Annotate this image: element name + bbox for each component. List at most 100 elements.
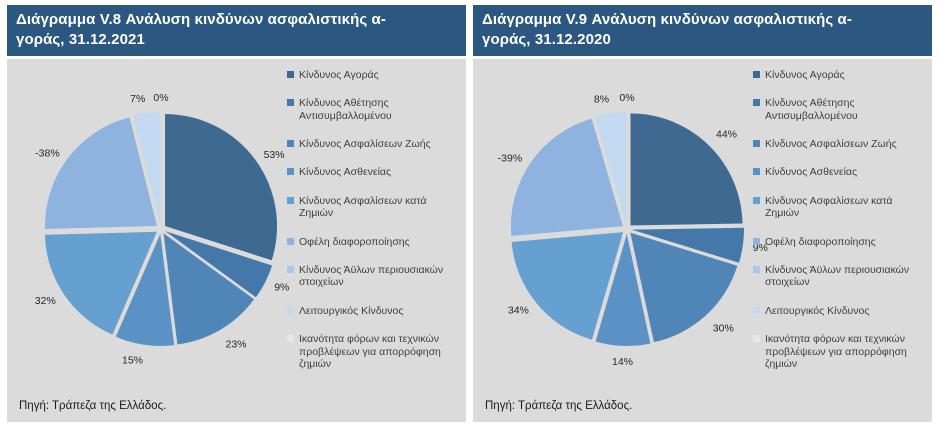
legend-swatch-icon: [753, 98, 760, 106]
pie-slice-percent-label: 44%: [716, 128, 737, 140]
legend-item: Κίνδυνος Άϋλων περιουσιακών στοιχείων: [753, 264, 928, 289]
legend-label: Οφέλη διαφοροποίησης: [765, 235, 876, 248]
legend-item: Κίνδυνος Αγοράς: [287, 69, 462, 82]
legend-item: Οφέλη διαφοροποίησης: [753, 236, 928, 249]
legend-item: Οφέλη διαφοροποίησης: [287, 236, 462, 249]
legend-item: Κίνδυνος Αθέτησης Αντισυμβαλλομένου: [753, 97, 928, 122]
legend-label: Λειτουργικός Κίνδυνος: [765, 304, 870, 317]
legend-label: Κίνδυνος Αθέτησης Αντισυμβαλλομένου: [299, 96, 392, 122]
legend-swatch-icon: [287, 306, 294, 314]
legend-item: Ικανότητα φόρων και τεχνικών προβλέψεων …: [287, 333, 462, 371]
pie-slice: [510, 118, 623, 236]
legend-swatch-icon: [753, 196, 760, 204]
chart-title-line2: γοράς, 31.12.2021: [16, 30, 145, 48]
legend-swatch-icon: [287, 196, 294, 204]
chart-body-v8: 53% 9% 23% 15% 32% -38% 7% 0% Κίνδυνος Αγοράς Κί…: [7, 58, 466, 422]
pie-area-v8: 53% 9% 23% 15% 32% -38% 7% 0%: [7, 59, 290, 397]
legend-swatch-icon: [287, 237, 294, 245]
legend-item: Κίνδυνος Αθέτησης Αντισυμβαλλομένου: [287, 97, 462, 122]
legend-item: Κίνδυνος Ασφαλίσεων Ζωής: [753, 138, 928, 151]
chart-row: 44% 9% 30% 14% 34% -39% 8% 0% Κίνδυνος Αγοράς Κί…: [473, 59, 932, 397]
pie-slice: [165, 113, 278, 260]
legend-swatch-icon: [753, 306, 760, 314]
chart-title-line1: Διάγραμμα V.9 Ανάλυση κινδύνων ασφαλιστι…: [482, 11, 852, 28]
legend-swatch-icon: [753, 237, 760, 245]
title-separator: [473, 55, 932, 59]
legend-item: Ικανότητα φόρων και τεχνικών προβλέψεων …: [753, 333, 928, 371]
legend-swatch-icon: [753, 265, 760, 273]
pie-slice: [595, 111, 627, 224]
pie-slice-percent-label: -38%: [35, 147, 60, 159]
legend-label: Κίνδυνος Άϋλων περιουσιακών στοιχείων: [299, 263, 444, 289]
pie-slice-percent-label: 15%: [122, 354, 143, 366]
pie-slice: [115, 233, 175, 346]
pie-area-v9: 44% 9% 30% 14% 34% -39% 8% 0%: [473, 59, 768, 397]
pie-slice-percent-label: 0%: [153, 92, 168, 104]
legend-label: Κίνδυνος Ασφαλίσεων κατά Ζημιών: [765, 194, 893, 220]
pie-slice: [165, 230, 273, 297]
pie-slice: [631, 227, 744, 263]
chart-row: 53% 9% 23% 15% 32% -38% 7% 0% Κίνδυνος Αγοράς Κί…: [7, 59, 466, 397]
pie-slice-percent-label: 53%: [264, 149, 285, 161]
pie-slice-percent-label: 23%: [226, 338, 247, 350]
legend-swatch-icon: [753, 70, 760, 78]
legend-label: Κίνδυνος Άϋλων περιουσιακών στοιχείων: [765, 263, 910, 289]
legend-swatch-icon: [287, 265, 294, 273]
legend-label: Κίνδυνος Αγοράς: [299, 68, 379, 81]
legend-label: Ικανότητα φόρων και τεχνικών προβλέψεων …: [765, 333, 907, 371]
legend-swatch-icon: [287, 139, 294, 147]
chart-body-v9: 44% 9% 30% 14% 34% -39% 8% 0% Κίνδυνος Αγοράς Κί…: [473, 58, 932, 422]
legend-label: Κίνδυνος Ασθενείας: [299, 166, 392, 179]
legend-item: Κίνδυνος Άϋλων περιουσιακών στοιχείων: [287, 264, 462, 289]
pie-slice-percent-label: -39%: [498, 152, 523, 164]
pie-slice-percent-label: 34%: [508, 304, 529, 316]
legend-label: Κίνδυνος Αθέτησης Αντισυμβαλλομένου: [765, 96, 858, 122]
legend-swatch-icon: [287, 70, 294, 78]
pie-chart-v9: 44%9%30%14%34%-39%8% 0%: [498, 92, 768, 368]
title-separator: [7, 55, 466, 59]
chart-title-line2: γοράς, 31.12.2020: [482, 30, 611, 48]
pie-slice-percent-label: 32%: [35, 295, 56, 307]
legend-swatch-icon: [287, 168, 294, 176]
source-note: Πηγή: Τράπεζα της Ελλάδος.: [485, 400, 633, 412]
pie-slice: [132, 111, 161, 224]
legend-label: Λειτουργικός Κίνδυνος: [299, 304, 404, 317]
legend-label: Κίνδυνος Ασφαλίσεων Ζωής: [765, 137, 897, 150]
chart-title-line1: Διάγραμμα V.8 Ανάλυση κινδύνων ασφαλιστι…: [16, 11, 386, 28]
pie-chart-v8: 53% 9% 23% 15% 32% -38% 7% 0%: [35, 92, 290, 367]
legend-item: Κίνδυνος Ασθενείας: [287, 166, 462, 179]
pie-slice-percent-label: 7%: [130, 93, 145, 105]
pie-slice-percent-label: 0%: [619, 92, 634, 104]
chart-panel-v8: Διάγραμμα V.8 Ανάλυση κινδύνων ασφαλιστι…: [7, 5, 466, 422]
pie-slice: [595, 233, 651, 346]
pie-slice: [44, 231, 157, 335]
legend-item: Λειτουργικός Κίνδυνος: [753, 305, 928, 318]
chart-title-v9: Διάγραμμα V.9 Ανάλυση κινδύνων ασφαλιστι…: [473, 5, 932, 56]
legend-item: Κίνδυνος Ασφαλίσεων Ζωής: [287, 138, 462, 151]
pie-slice: [511, 231, 624, 340]
source-note: Πηγή: Τράπεζα της Ελλάδος.: [19, 400, 167, 412]
legend-label: Κίνδυνος Ασφαλίσεων κατά Ζημιών: [299, 194, 427, 220]
legend-v8: Κίνδυνος Αγοράς Κίνδυνος Αθέτησης Αντισυμ…: [285, 59, 466, 397]
legend-label: Κίνδυνος Ασθενείας: [765, 166, 858, 179]
pie-slice-percent-label: 9%: [274, 281, 289, 293]
legend-swatch-icon: [287, 335, 294, 343]
legend-label: Ικανότητα φόρων και τεχνικών προβλέψεων …: [299, 333, 441, 371]
legend-swatch-icon: [753, 335, 760, 343]
legend-label: Κίνδυνος Αγοράς: [765, 68, 845, 81]
legend-item: Λειτουργικός Κίνδυνος: [287, 305, 462, 318]
pie-slice: [163, 232, 255, 345]
pie-slice-percent-label: 8%: [594, 93, 609, 105]
legend-v9: Κίνδυνος Αγοράς Κίνδυνος Αθέτησης Αντισυμ…: [751, 59, 932, 397]
chart-panel-v9: Διάγραμμα V.9 Ανάλυση κινδύνων ασφαλιστι…: [473, 5, 932, 422]
legend-label: Κίνδυνος Ασφαλίσεων Ζωής: [299, 137, 431, 150]
legend-item: Κίνδυνος Ασθενείας: [753, 166, 928, 179]
pie-slice: [630, 113, 743, 226]
legend-label: Οφέλη διαφοροποίησης: [299, 235, 410, 248]
legend-swatch-icon: [287, 98, 294, 106]
pie-slice-percent-label: 14%: [612, 355, 633, 367]
pie-slice: [630, 232, 738, 342]
legend-swatch-icon: [753, 168, 760, 176]
pie-slice: [45, 117, 158, 229]
